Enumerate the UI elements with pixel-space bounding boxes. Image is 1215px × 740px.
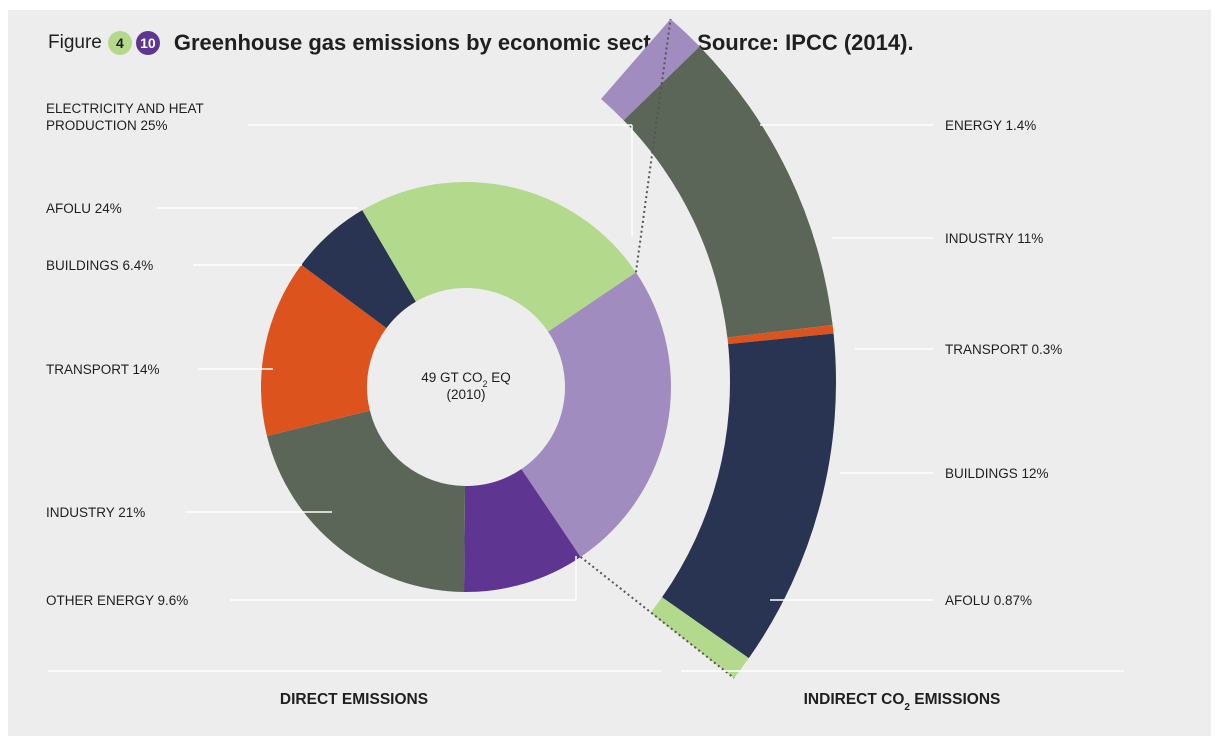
figure-header: Figure 4 10 Greenhouse gas emissions by …: [48, 26, 914, 60]
indirect-segment-buildings: [662, 333, 836, 659]
indirect-segment-transport: [727, 324, 834, 345]
center-total-label: 49 GT CO2 EQ: [421, 370, 511, 389]
label-afolu: AFOLU 24%: [46, 201, 122, 216]
label-indirect-energy: ENERGY 1.4%: [945, 118, 1036, 133]
label-other-energy: OTHER ENERGY 9.6%: [46, 593, 188, 608]
indirect-segment-afolu: [650, 597, 749, 679]
donut-slice-buildings: [301, 210, 416, 329]
slice-labels: ELECTRICITY AND HEAT PRODUCTION 25% OTHER …: [46, 101, 1062, 608]
label-indirect-afolu: AFOLU 0.87%: [945, 593, 1032, 608]
indirect-emissions-label: INDIRECT CO2 EMISSIONS: [804, 691, 1001, 713]
leader-lines: [157, 18, 933, 679]
donut-slice-other-energy: [463, 469, 581, 592]
label-indirect-transport: TRANSPORT 0.3%: [945, 342, 1062, 357]
figure-title: Greenhouse gas emissions by economic sec…: [173, 30, 914, 55]
label-electricity-and-heat-production-line2: PRODUCTION 25%: [46, 118, 168, 133]
indirect-emissions-arc: [601, 18, 836, 679]
donut-slice-industry: [266, 410, 466, 592]
label-indirect-industry: INDUSTRY 11%: [945, 231, 1043, 246]
indirect-segment-energy: [601, 18, 700, 121]
label-electricity-and-heat-production-line1: ELECTRICITY AND HEAT: [46, 101, 204, 116]
chapter-badge: 4: [107, 31, 132, 55]
donut-slice-electricity-and-heat-production: [521, 272, 671, 557]
label-buildings: BUILDINGS 6.4%: [46, 258, 153, 273]
figure-word: Figure: [48, 32, 102, 53]
donut-slice-afolu: [362, 182, 636, 332]
label-industry: INDUSTRY 21%: [46, 505, 145, 520]
label-indirect-buildings: BUILDINGS 12%: [945, 466, 1049, 481]
donut-slice-transport: [261, 264, 387, 437]
direct-emissions-label: DIRECT EMISSIONS: [280, 691, 428, 708]
label-transport: TRANSPORT 14%: [46, 362, 160, 377]
indirect-segment-industry: [623, 46, 833, 338]
figure-number-badge: 10: [135, 31, 160, 55]
direct-emissions-donut: [261, 182, 671, 592]
center-year-label: (2010): [446, 387, 485, 402]
